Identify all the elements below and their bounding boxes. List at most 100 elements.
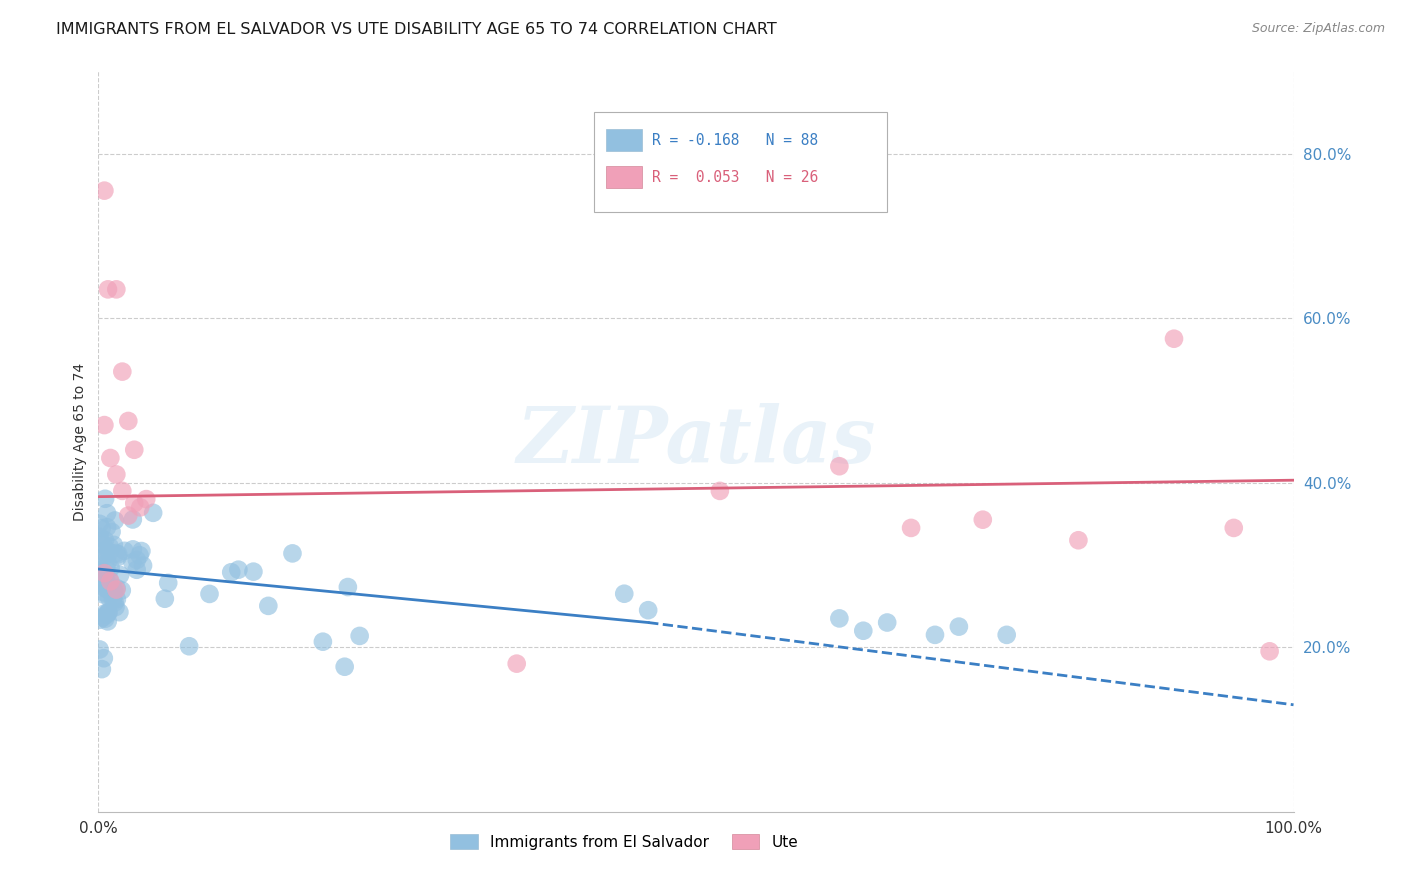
Point bbox=[108, 605, 131, 619]
Point bbox=[104, 514, 127, 528]
Point bbox=[219, 566, 242, 580]
Point bbox=[89, 642, 111, 657]
Point bbox=[96, 556, 118, 570]
Point bbox=[828, 459, 851, 474]
Point bbox=[117, 508, 139, 523]
Point bbox=[1067, 533, 1090, 548]
Point bbox=[900, 521, 922, 535]
Point bbox=[96, 520, 118, 534]
Point bbox=[105, 582, 128, 597]
Point bbox=[98, 582, 121, 597]
Point bbox=[89, 566, 111, 581]
Point bbox=[93, 184, 115, 198]
Bar bbox=[606, 166, 643, 188]
Point bbox=[105, 282, 128, 296]
Point bbox=[128, 548, 150, 562]
Point bbox=[89, 553, 111, 567]
Point bbox=[100, 584, 122, 599]
Point bbox=[98, 573, 121, 587]
Point bbox=[124, 496, 146, 510]
Point bbox=[104, 600, 127, 615]
Point bbox=[89, 530, 111, 544]
Point bbox=[242, 565, 264, 579]
Point bbox=[97, 282, 120, 296]
Point bbox=[111, 583, 134, 598]
Point bbox=[852, 624, 875, 638]
Point bbox=[96, 561, 118, 575]
Point bbox=[91, 610, 114, 624]
Point bbox=[107, 549, 129, 564]
Point bbox=[1163, 332, 1185, 346]
Point bbox=[179, 639, 201, 653]
Point bbox=[93, 566, 115, 581]
Point bbox=[103, 538, 125, 552]
Point bbox=[948, 619, 970, 633]
Point bbox=[89, 534, 111, 549]
Point bbox=[111, 483, 134, 498]
Point bbox=[111, 365, 134, 379]
Point bbox=[121, 555, 143, 569]
Text: IMMIGRANTS FROM EL SALVADOR VS UTE DISABILITY AGE 65 TO 74 CORRELATION CHART: IMMIGRANTS FROM EL SALVADOR VS UTE DISAB… bbox=[56, 22, 778, 37]
Point bbox=[107, 547, 129, 561]
Point bbox=[100, 561, 122, 575]
Point bbox=[94, 612, 117, 626]
Point bbox=[125, 553, 148, 567]
Point bbox=[94, 573, 117, 587]
Point bbox=[312, 634, 335, 648]
Bar bbox=[606, 129, 643, 152]
Point bbox=[105, 467, 128, 482]
Point bbox=[91, 537, 114, 551]
Point bbox=[153, 591, 176, 606]
Point bbox=[98, 540, 121, 554]
Point bbox=[91, 587, 114, 601]
Point bbox=[97, 615, 120, 629]
Point bbox=[93, 651, 115, 665]
Point bbox=[96, 506, 118, 520]
Point bbox=[89, 613, 111, 627]
Point bbox=[121, 512, 143, 526]
Point bbox=[157, 575, 180, 590]
Point bbox=[876, 615, 898, 630]
Point bbox=[228, 563, 250, 577]
Point bbox=[828, 611, 851, 625]
FancyBboxPatch shape bbox=[595, 112, 887, 212]
Point bbox=[349, 629, 371, 643]
Point bbox=[333, 659, 356, 673]
Point bbox=[135, 492, 157, 507]
Point bbox=[125, 563, 148, 577]
Point bbox=[995, 628, 1018, 642]
Point bbox=[129, 500, 152, 515]
Point bbox=[90, 521, 112, 535]
Point bbox=[924, 628, 946, 642]
Point bbox=[91, 576, 114, 591]
Point bbox=[1258, 644, 1281, 658]
Point bbox=[506, 657, 529, 671]
Point bbox=[198, 587, 221, 601]
Point bbox=[101, 592, 124, 607]
Point bbox=[131, 544, 153, 558]
Point bbox=[96, 582, 118, 596]
Point bbox=[96, 575, 118, 590]
Point bbox=[105, 592, 128, 607]
Point bbox=[105, 581, 128, 595]
Point bbox=[100, 524, 122, 539]
Point bbox=[97, 606, 120, 620]
Point bbox=[93, 549, 115, 563]
Point bbox=[97, 582, 120, 596]
Y-axis label: Disability Age 65 to 74: Disability Age 65 to 74 bbox=[73, 362, 87, 521]
Point bbox=[257, 599, 280, 613]
Point bbox=[124, 442, 146, 457]
Point bbox=[108, 568, 131, 582]
Point bbox=[93, 585, 115, 599]
Point bbox=[114, 544, 136, 558]
Text: R =  0.053   N = 26: R = 0.053 N = 26 bbox=[652, 169, 818, 185]
Point bbox=[90, 544, 112, 558]
Point bbox=[1223, 521, 1246, 535]
Point bbox=[132, 558, 155, 573]
Point bbox=[142, 506, 165, 520]
Point bbox=[90, 662, 112, 676]
Point bbox=[104, 595, 127, 609]
Point bbox=[94, 607, 117, 622]
Point bbox=[97, 605, 120, 619]
Point bbox=[89, 564, 111, 578]
